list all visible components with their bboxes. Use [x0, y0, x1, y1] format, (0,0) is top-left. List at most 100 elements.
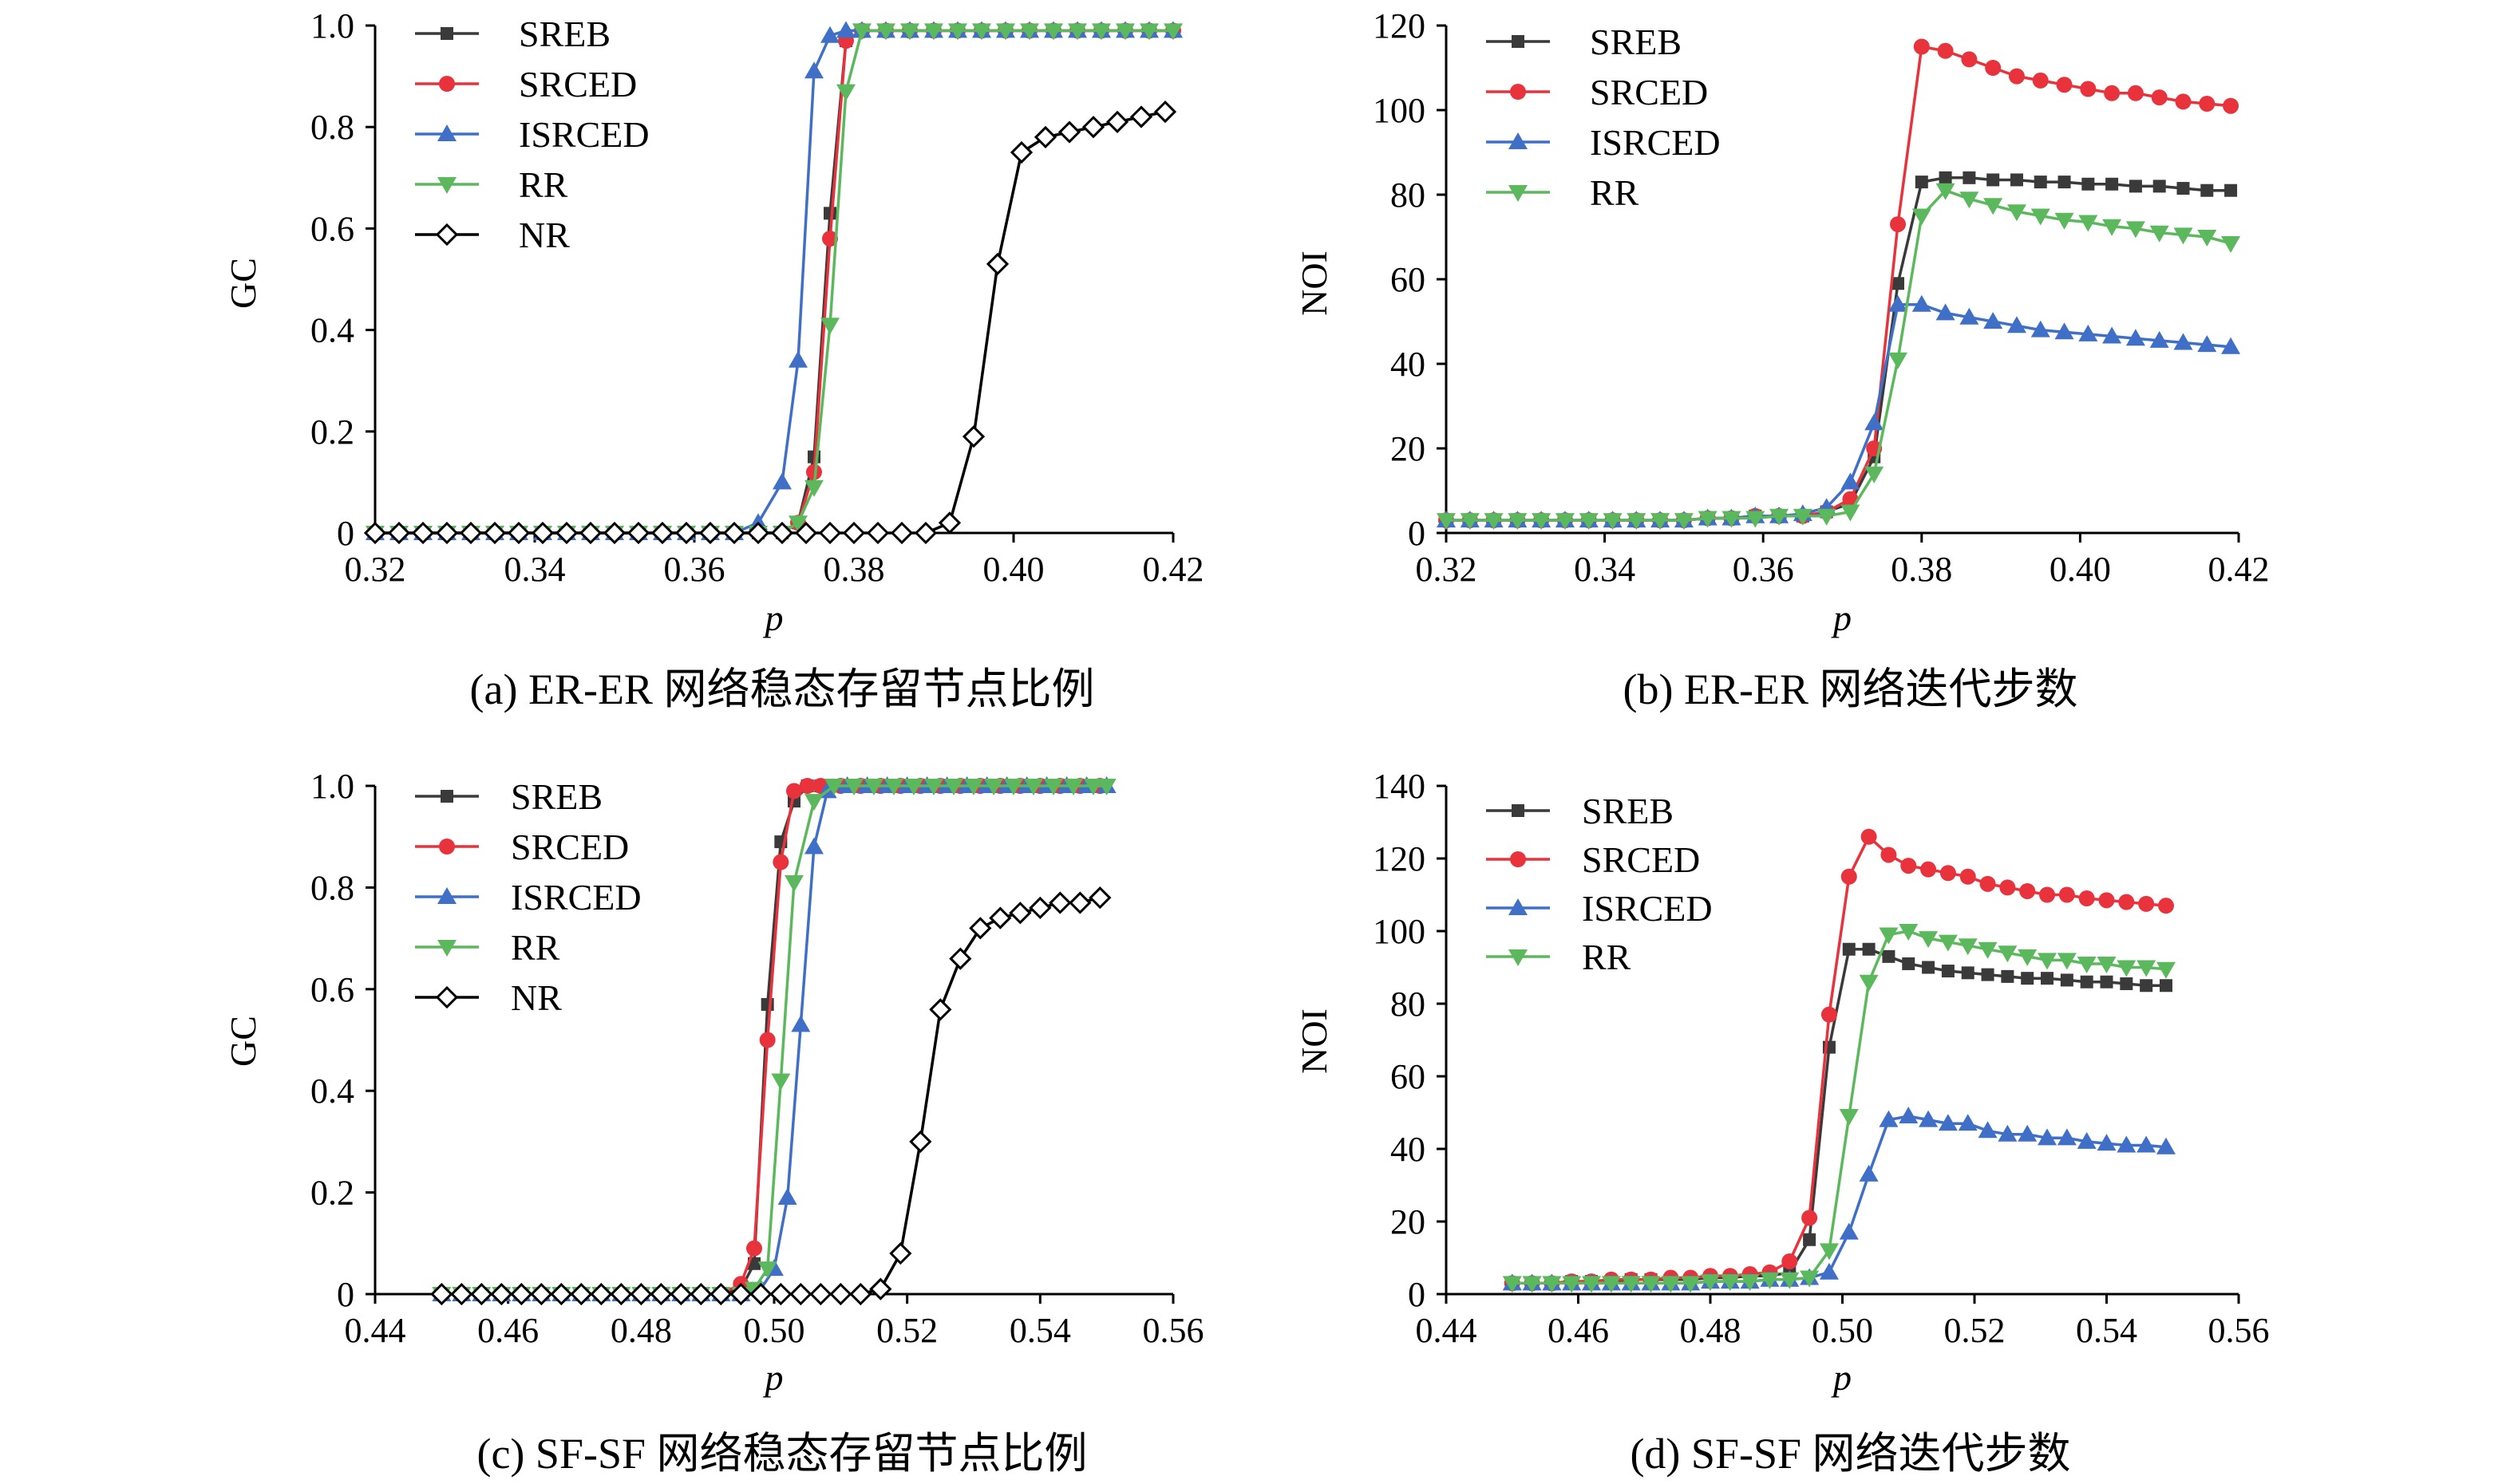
data-point: [1911, 294, 1931, 312]
data-point: [1981, 968, 1994, 981]
legend-item: SREB: [415, 776, 603, 817]
data-point: [2041, 972, 2054, 985]
x-tick-label: 0.52: [876, 1311, 938, 1350]
data-point: [2077, 1131, 2097, 1149]
data-point: [1959, 307, 1979, 325]
data-point: [1888, 352, 1908, 369]
data-point: [1938, 934, 1958, 952]
data-point: [1839, 1109, 1859, 1127]
legend-label: RR: [1590, 172, 1639, 213]
data-point: [962, 425, 986, 448]
data-point: [909, 1130, 932, 1154]
data-point: [435, 521, 459, 545]
data-point: [2140, 979, 2153, 993]
data-point: [1740, 1274, 1760, 1292]
data-point: [2038, 1128, 2057, 1146]
data-point: [804, 61, 824, 79]
data-point: [1915, 176, 1928, 189]
data-point: [570, 1282, 593, 1306]
data-point: [579, 521, 603, 545]
y-tick-label: 0.4: [310, 1072, 354, 1111]
data-point: [1484, 513, 1504, 531]
data-point: [1864, 413, 1884, 431]
data-point: [1641, 1276, 1661, 1293]
y-tick-label: 60: [1390, 260, 1425, 299]
data-point: [1840, 868, 1857, 885]
data-point: [2175, 93, 2192, 110]
data-point: [746, 1240, 762, 1257]
data-point: [2060, 973, 2073, 987]
data-point: [1681, 1276, 1701, 1293]
data-point: [1508, 513, 1528, 531]
legend-label: RR: [1582, 937, 1631, 977]
data-point: [949, 947, 972, 970]
x-tick-label: 0.42: [2208, 550, 2270, 589]
data-point: [1919, 1110, 1939, 1127]
legend-label: ISRCED: [511, 877, 642, 918]
data-point: [1064, 779, 1083, 795]
data-point: [1986, 173, 2000, 187]
data-point: [996, 23, 1015, 41]
data-point: [1839, 1222, 1859, 1240]
data-point: [2125, 329, 2145, 346]
data-point: [770, 521, 794, 545]
data-point: [806, 464, 822, 480]
legend-marker: [1508, 185, 1528, 202]
data-point: [1562, 1276, 1582, 1293]
data-point: [769, 1282, 793, 1306]
data-point: [761, 997, 774, 1011]
data-point: [849, 1282, 872, 1306]
x-tick-label: 0.50: [1812, 1311, 1873, 1350]
y-tick-label: 0.6: [310, 970, 354, 1009]
data-point: [964, 779, 983, 795]
data-point: [786, 783, 802, 799]
data-point: [530, 1282, 553, 1306]
data-point: [2129, 180, 2142, 193]
legend-label: ISRCED: [1590, 122, 1721, 163]
data-point: [1998, 1124, 2018, 1142]
data-point: [836, 21, 856, 38]
data-point: [2078, 324, 2098, 341]
data-point: [2034, 176, 2047, 189]
data-point: [2200, 184, 2214, 197]
data-point: [818, 521, 842, 545]
legend-marker: [437, 177, 457, 194]
y-tick-label: 120: [1373, 839, 1425, 878]
data-point: [1140, 23, 1159, 41]
y-tick-label: 1.0: [310, 767, 354, 806]
data-point: [1862, 942, 1876, 956]
data-point: [804, 794, 824, 811]
data-point: [890, 521, 914, 545]
legend-item: RR: [1486, 172, 1639, 213]
data-point: [986, 252, 1010, 276]
chart-panel-b: 0 20 40 60 80 100 120 0.32 0.34 0.36 0.38 0.40 0.42 p…: [1294, 6, 2270, 713]
data-point: [363, 521, 387, 545]
x-tick-label: 0.36: [1733, 550, 1794, 589]
data-point: [924, 23, 943, 41]
data-point: [842, 521, 866, 545]
legend-marker: [441, 790, 453, 803]
data-point: [627, 521, 650, 545]
legend-item: SRCED: [1486, 72, 1708, 112]
data-point: [590, 1282, 613, 1306]
data-point: [2057, 1128, 2077, 1146]
series-line: [1512, 929, 2167, 1285]
data-point: [2019, 882, 2036, 899]
legend-item: RR: [415, 927, 560, 968]
data-point: [1034, 125, 1057, 149]
data-point: [789, 1282, 812, 1306]
data-point: [1621, 1276, 1641, 1293]
data-point: [1793, 508, 1812, 526]
data-point: [1129, 105, 1153, 128]
data-point: [2173, 227, 2193, 245]
legend-marker: [1512, 804, 1524, 817]
data-point: [2001, 969, 2014, 983]
data-point: [852, 23, 872, 41]
data-point: [2156, 1137, 2176, 1154]
y-tick-label: 0.2: [310, 1174, 354, 1213]
data-point: [1105, 110, 1129, 133]
data-point: [2080, 81, 2097, 97]
data-point: [969, 917, 992, 940]
data-point: [2138, 895, 2155, 912]
